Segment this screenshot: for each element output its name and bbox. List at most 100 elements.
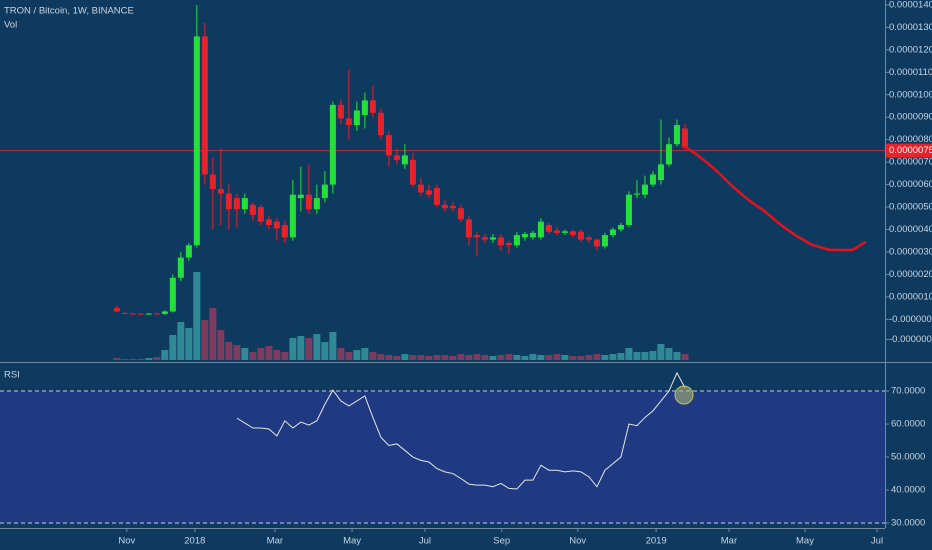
candle-body bbox=[265, 219, 272, 226]
last-price-label: 0.00000751 bbox=[889, 145, 932, 156]
candle-body bbox=[257, 207, 264, 222]
candle-body bbox=[537, 221, 544, 238]
rsi-tick-label: 70.0000 bbox=[891, 386, 925, 397]
rsi-tick-label: 60.0000 bbox=[891, 419, 925, 430]
candle-body bbox=[585, 237, 592, 240]
volume-bar bbox=[497, 355, 505, 360]
volume-bar bbox=[409, 355, 417, 360]
volume-label: Vol bbox=[4, 20, 17, 31]
candle-body bbox=[153, 313, 160, 315]
projection-line bbox=[684, 145, 867, 252]
candle-body bbox=[361, 100, 368, 115]
volume-bar bbox=[577, 356, 585, 360]
rsi-band bbox=[0, 391, 885, 524]
candle-body bbox=[337, 104, 344, 119]
x-tick-label: Sep bbox=[493, 536, 510, 547]
volume-bar bbox=[673, 352, 681, 360]
rsi-tick-label: 30.0000 bbox=[891, 518, 925, 529]
candle-body bbox=[561, 231, 568, 233]
volume-bar bbox=[561, 355, 569, 360]
candle-body bbox=[481, 237, 488, 240]
candle-body bbox=[633, 193, 640, 195]
volume-bar bbox=[657, 344, 665, 360]
candle-body bbox=[177, 257, 184, 278]
candle-body bbox=[401, 155, 408, 165]
candle-body bbox=[113, 308, 120, 312]
volume-bar bbox=[265, 346, 273, 360]
candle-body bbox=[385, 135, 392, 156]
candle-body bbox=[433, 187, 440, 205]
volume-bar bbox=[625, 348, 633, 360]
volume-bar bbox=[233, 345, 241, 360]
candle-body bbox=[441, 204, 448, 209]
volume-bar bbox=[161, 350, 169, 360]
volume-bar bbox=[649, 351, 657, 360]
volume-bar bbox=[273, 350, 281, 360]
volume-bar bbox=[473, 354, 481, 360]
x-tick-label: May bbox=[343, 536, 361, 547]
volume-bar bbox=[545, 355, 553, 360]
candle-body bbox=[425, 190, 432, 195]
volume-bar bbox=[617, 353, 625, 360]
volume-bar bbox=[121, 359, 129, 360]
volume-bar bbox=[209, 308, 217, 360]
candle-body bbox=[145, 313, 152, 315]
volume-bar bbox=[201, 320, 209, 360]
volume-bar bbox=[529, 354, 537, 360]
candle-body bbox=[137, 313, 144, 315]
candle-body bbox=[377, 112, 384, 136]
candle-body bbox=[209, 174, 216, 190]
candle-body bbox=[225, 193, 232, 210]
volume-bar bbox=[145, 358, 153, 360]
volume-bar bbox=[225, 342, 233, 360]
candle-body bbox=[393, 155, 400, 160]
candle-body bbox=[673, 125, 680, 145]
volume-bar bbox=[505, 354, 513, 360]
y-tick-label: -0.00000090 bbox=[889, 334, 932, 345]
candle-body bbox=[449, 205, 456, 209]
volume-bar bbox=[257, 348, 265, 360]
x-tick-label: Jul bbox=[871, 536, 883, 547]
candle-body bbox=[161, 311, 168, 314]
candle-body bbox=[521, 233, 528, 238]
volume-bar bbox=[601, 355, 609, 360]
volume-bar bbox=[313, 334, 321, 360]
candle-body bbox=[201, 36, 208, 175]
candle-body bbox=[665, 144, 672, 165]
volume-bar bbox=[465, 355, 473, 360]
candle-body bbox=[297, 194, 304, 199]
candle-body bbox=[417, 184, 424, 193]
symbol-title: TRON / Bitcoin, 1W, BINANCE bbox=[4, 6, 134, 17]
highlight-circle bbox=[674, 385, 694, 405]
candle-body bbox=[217, 189, 224, 194]
volume-bar bbox=[353, 350, 361, 360]
candle-body bbox=[601, 235, 608, 247]
volume-bar bbox=[457, 354, 465, 360]
volume-bar bbox=[321, 342, 329, 360]
candle-body bbox=[625, 194, 632, 226]
volume-bar bbox=[513, 355, 521, 360]
volume-bar bbox=[489, 356, 497, 360]
candle-body bbox=[369, 100, 376, 113]
candle-body bbox=[345, 118, 352, 126]
x-tick-label: Mar bbox=[721, 536, 737, 547]
rsi-line bbox=[236, 371, 686, 490]
candle-body bbox=[121, 313, 128, 315]
volume-bar bbox=[329, 332, 337, 360]
volume-bar bbox=[665, 348, 673, 360]
candle-body bbox=[609, 229, 616, 236]
candle-body bbox=[577, 231, 584, 240]
volume-bar bbox=[609, 354, 617, 360]
candle-body bbox=[617, 225, 624, 230]
rsi-label: RSI bbox=[4, 370, 20, 381]
rsi-tick-label: 40.0000 bbox=[891, 485, 925, 496]
